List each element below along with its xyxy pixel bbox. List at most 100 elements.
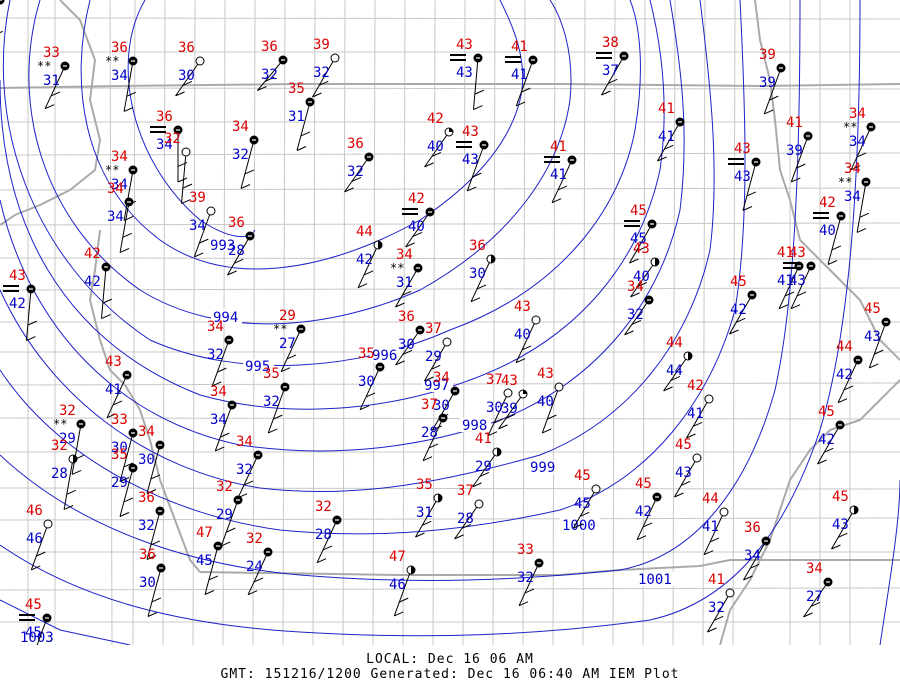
station-plot: 34 32 xyxy=(207,319,234,387)
wind-barb-flag xyxy=(850,165,861,171)
wind-barb-flag xyxy=(312,92,322,98)
temperature-label: 33 xyxy=(111,412,128,428)
station-plot: 43 43 xyxy=(783,245,816,310)
wind-barb-flag xyxy=(803,612,813,618)
temperature-label: 36 xyxy=(111,40,128,56)
wind-barb-staff xyxy=(657,121,681,162)
wind-barb-staff xyxy=(703,511,725,555)
isobar-label: 999 xyxy=(530,460,555,476)
snow-symbol: ** xyxy=(105,54,119,68)
temperature-label: 43 xyxy=(789,245,806,261)
wind-barb-flag xyxy=(221,541,231,547)
dewpoint-label: 43 xyxy=(456,65,473,81)
dewpoint-label: 30 xyxy=(398,337,415,353)
dewpoint-label: 32 xyxy=(347,164,364,180)
wind-barb-staff xyxy=(204,545,219,595)
wind-barb-flag xyxy=(524,588,535,594)
station-plot: 47 46 xyxy=(389,549,416,617)
wind-barb-staff xyxy=(119,201,130,253)
wind-barb-staff xyxy=(395,329,421,366)
dewpoint-label: 41 xyxy=(687,406,704,422)
station-plot: 32 24 xyxy=(246,531,273,596)
wind-barb-staff xyxy=(601,55,625,96)
wind-barb-staff xyxy=(743,540,767,581)
wind-barb-flag xyxy=(395,360,405,366)
station-plot: 34 27 xyxy=(803,561,833,618)
isobar-label: 997 xyxy=(424,378,449,394)
wind-barb-staff xyxy=(280,328,302,372)
dewpoint-label: 32 xyxy=(232,147,249,163)
wind-barb-flag xyxy=(422,520,432,526)
wind-barb-flag xyxy=(467,186,477,192)
wind-barb-flag xyxy=(518,601,529,607)
station-plot: 41 41 xyxy=(544,139,577,204)
wind-barb-staff xyxy=(240,139,255,189)
dewpoint-label: 34 xyxy=(189,218,206,234)
western-river-border xyxy=(0,0,102,226)
wind-barb-flag xyxy=(199,238,209,244)
wind-barb-flag xyxy=(580,511,590,517)
wind-barb-staff xyxy=(573,488,597,529)
wind-barb-flag xyxy=(402,349,413,355)
dewpoint-label: 41 xyxy=(658,129,675,145)
wind-barb-flag xyxy=(824,447,834,453)
station-plot: 33 32 xyxy=(517,542,544,607)
dewpoint-label: 27 xyxy=(279,336,296,352)
station-plot: 42 42 xyxy=(84,246,113,320)
wind-barb-flag xyxy=(601,90,611,96)
station-plot: 34 34 xyxy=(210,384,237,452)
wind-barb-staff xyxy=(790,135,809,183)
station-plot: 43 43 xyxy=(456,124,489,192)
dewpoint-label: 31 xyxy=(416,505,433,521)
wind-barb-flag xyxy=(472,172,482,178)
temperature-label: 34 xyxy=(627,279,644,295)
wind-barb-flag xyxy=(487,431,498,437)
wind-barb-staff xyxy=(123,169,134,221)
wind-barb-flag xyxy=(837,398,848,404)
station-plot: 3025 xyxy=(0,0,5,48)
dewpoint-label: 31 xyxy=(43,73,60,89)
dewpoint-label: 43 xyxy=(462,152,479,168)
wind-barb-staff xyxy=(119,432,134,482)
dewpoint-label: 32 xyxy=(627,307,644,323)
wind-barb-staff xyxy=(790,265,812,309)
temperature-label: 45 xyxy=(25,597,42,613)
wind-barb-flag xyxy=(102,298,113,304)
wind-barb-flag xyxy=(264,76,275,82)
temperature-label: 41 xyxy=(786,115,803,131)
wind-barb-flag xyxy=(636,246,646,252)
temperature-label: 36 xyxy=(261,39,278,55)
station-plot: 36 32 xyxy=(138,490,165,560)
wind-barb-staff xyxy=(674,457,698,498)
dewpoint-label: 42 xyxy=(635,504,652,520)
wind-barb-flag xyxy=(208,575,219,581)
wind-barb-flag xyxy=(663,386,673,392)
wind-barb-flag xyxy=(247,590,258,596)
wind-barb-flag xyxy=(402,290,412,296)
wind-barb-flag xyxy=(742,206,753,211)
wind-barb-flag xyxy=(217,367,227,373)
county-line xyxy=(0,257,900,260)
wind-barb-flag xyxy=(681,480,691,486)
wind-barb-staff xyxy=(487,392,509,436)
dewpoint-label: 30 xyxy=(433,398,450,414)
wind-barb-flag xyxy=(551,198,562,204)
wind-barb-flag xyxy=(493,418,504,424)
wind-barb-flag xyxy=(636,535,647,541)
wind-barb-flag xyxy=(831,245,842,251)
dewpoint-label: 28 xyxy=(51,466,68,482)
temperature-label: 43 xyxy=(501,373,518,389)
wind-barb-flag xyxy=(472,482,482,488)
temperature-label: 37 xyxy=(486,372,503,388)
wind-barb-flag xyxy=(764,109,774,115)
temperature-label: 35 xyxy=(111,447,128,463)
temperature-label: 45 xyxy=(574,468,591,484)
wind-barb-flag xyxy=(44,104,55,110)
wind-barb-flag xyxy=(177,161,188,167)
wind-barb-flag xyxy=(476,284,487,290)
dewpoint-label: 45 xyxy=(25,625,42,641)
dewpoint-label: 41 xyxy=(777,273,794,289)
wind-barb-flag xyxy=(608,78,618,84)
temperature-label: 46 xyxy=(26,503,43,519)
wind-barb-staff xyxy=(247,551,269,595)
